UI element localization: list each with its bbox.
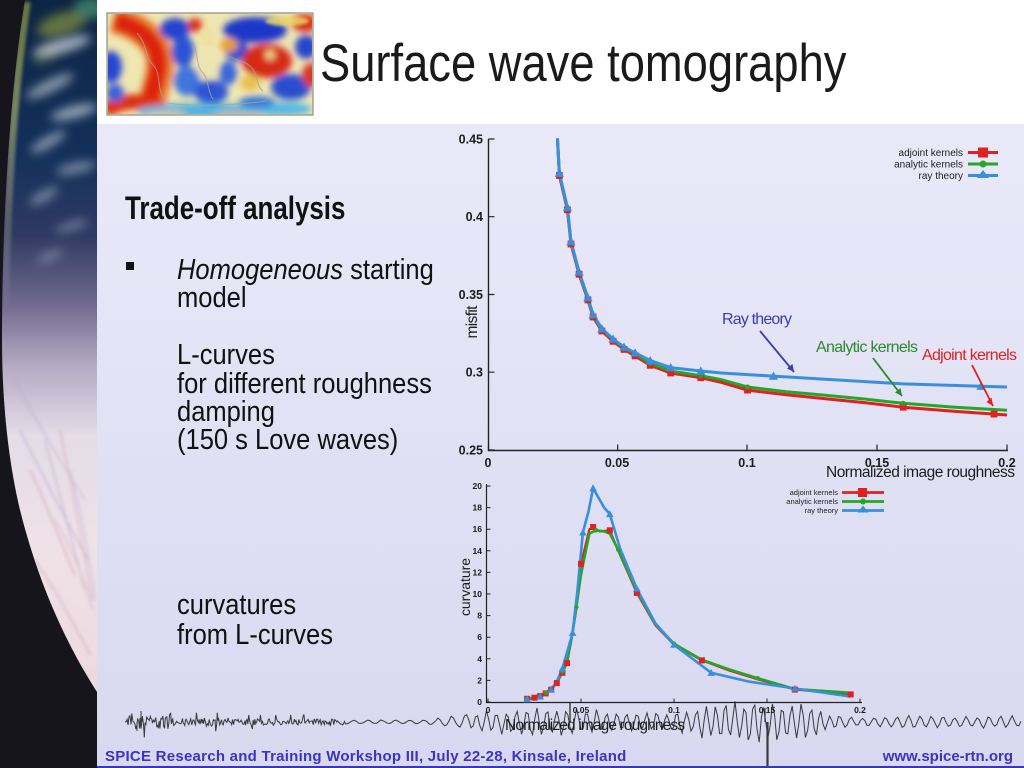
svg-text:analytic kernels: analytic kernels (894, 160, 963, 171)
svg-text:0.1: 0.1 (668, 705, 680, 715)
svg-text:ray theory: ray theory (805, 506, 839, 515)
svg-text:16: 16 (473, 524, 483, 534)
svg-text:0: 0 (485, 456, 492, 470)
svg-text:0.15: 0.15 (759, 705, 776, 715)
svg-text:Ray theory: Ray theory (722, 311, 792, 328)
svg-text:Normalized image roughness: Normalized image roughness (505, 717, 685, 734)
svg-text:ray theory: ray theory (919, 171, 963, 182)
svg-text:0.05: 0.05 (573, 705, 590, 715)
svg-text:0.4: 0.4 (466, 210, 483, 224)
svg-text:0.45: 0.45 (459, 133, 483, 147)
svg-text:Normalized image roughness: Normalized image roughness (826, 464, 1015, 481)
svg-text:14: 14 (473, 546, 483, 556)
svg-text:misfit: misfit (464, 305, 481, 339)
svg-text:0: 0 (477, 697, 482, 707)
svg-text:adjoint kernels: adjoint kernels (899, 148, 963, 159)
svg-text:20: 20 (473, 481, 483, 491)
svg-text:10: 10 (473, 589, 483, 599)
svg-text:Adjoint kernels: Adjoint kernels (922, 347, 1017, 364)
svg-text:0.3: 0.3 (466, 366, 483, 380)
svg-text:0.25: 0.25 (459, 444, 483, 458)
svg-text:8: 8 (477, 611, 482, 621)
svg-text:0.2: 0.2 (854, 705, 866, 715)
svg-text:18: 18 (473, 503, 483, 513)
svg-text:Analytic kernels: Analytic kernels (816, 339, 918, 356)
svg-text:6: 6 (477, 632, 482, 642)
svg-text:0.35: 0.35 (459, 288, 483, 302)
svg-text:2: 2 (477, 675, 482, 685)
svg-text:analytic kernels: analytic kernels (786, 497, 838, 506)
svg-text:0.2: 0.2 (998, 456, 1015, 470)
svg-text:12: 12 (473, 567, 483, 577)
svg-text:curvature: curvature (457, 558, 473, 616)
svg-text:0.05: 0.05 (605, 456, 629, 470)
svg-text:0.15: 0.15 (865, 456, 889, 470)
svg-text:0: 0 (486, 705, 491, 715)
svg-text:0.1: 0.1 (738, 456, 755, 470)
svg-text:4: 4 (477, 654, 482, 664)
svg-text:adjoint kernels: adjoint kernels (790, 488, 839, 497)
